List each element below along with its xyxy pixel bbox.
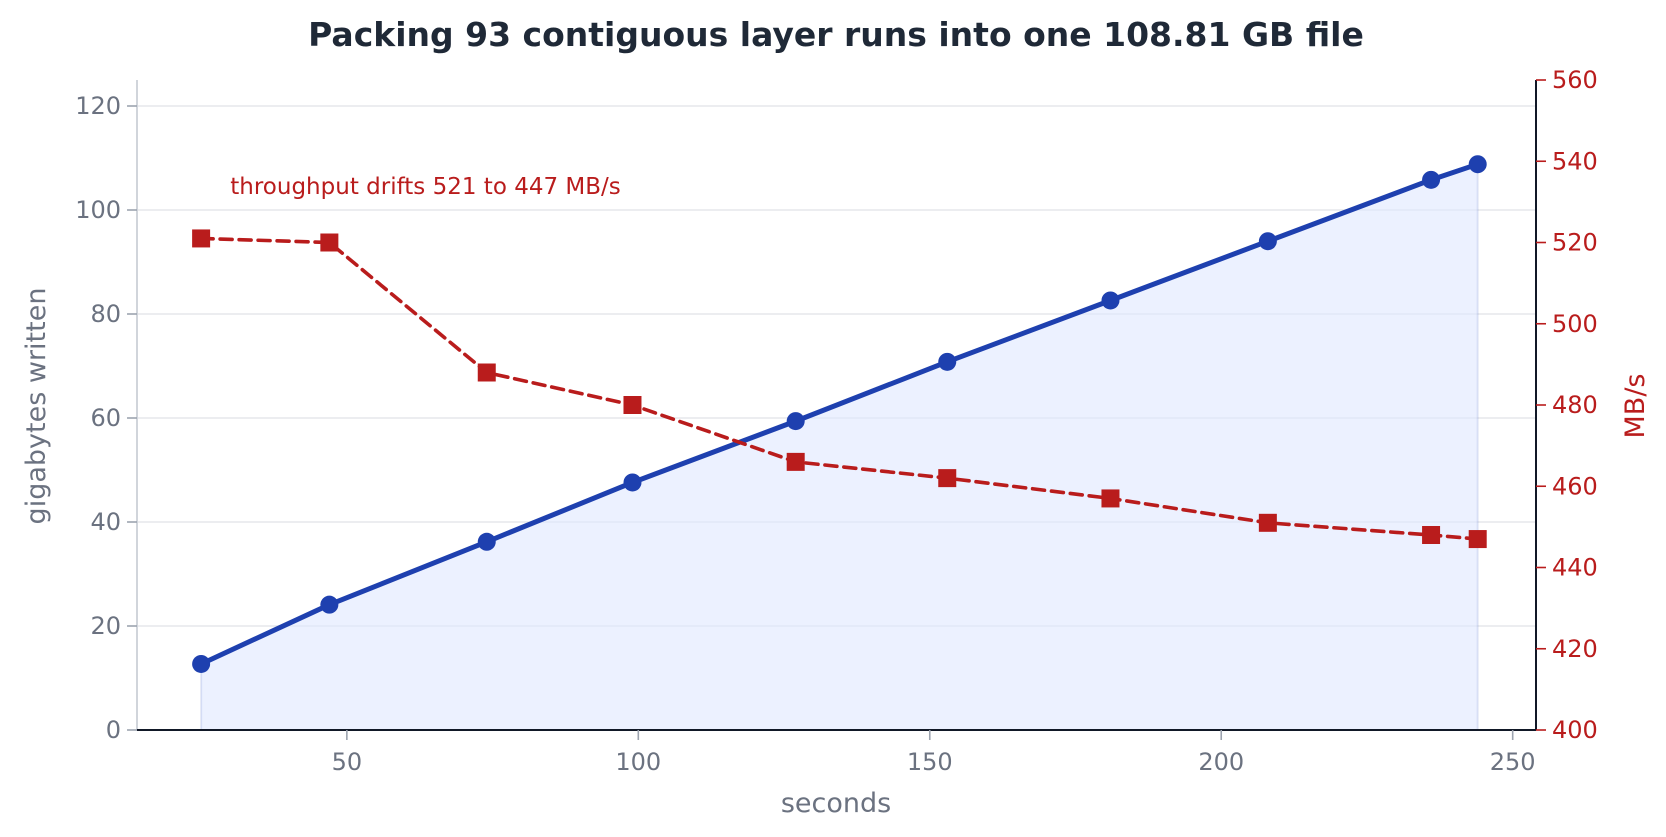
throughput-line [199,236,1480,541]
throughput-point-5 [938,469,957,488]
throughput-point-0 [192,229,211,248]
throughput-annotation: throughput drifts 521 to 447 MB/s [230,174,621,200]
x-tick-150: 150 [907,748,953,776]
throughput-point-4 [786,452,805,471]
gigabytes-point-7 [1258,232,1277,251]
chart-title: Packing 93 contiguous layer runs into on… [308,15,1364,54]
throughput-point-7 [1258,513,1277,532]
throughput-point-1 [320,233,339,252]
x-tick-200: 200 [1198,748,1244,776]
y-left-tick-0: 0 [106,716,121,744]
y-left-tick-40: 40 [90,508,121,536]
gigabytes-point-1 [320,595,339,614]
y-right-tick-480: 480 [1552,391,1598,419]
gigabytes-line [198,161,1481,667]
throughput-point-9 [1468,530,1487,549]
tick-labels: 0 20 40 60 80 100 120 50 100 150 200 250 400 420 440 46… [75,66,1598,776]
x-tick-100: 100 [615,748,661,776]
cumulative-area [200,162,1479,731]
y-left-axis-label: gigabytes written [21,288,52,525]
y-left-tick-60: 60 [90,404,121,432]
y-right-axis-label: MB/s [1620,374,1651,439]
throughput-point-6 [1101,489,1120,508]
y-left-tick-100: 100 [75,196,121,224]
gigabytes-point-8 [1422,170,1441,189]
y-left-tick-80: 80 [90,300,121,328]
throughput-point-3 [623,396,642,414]
series-lines [198,161,1481,667]
gigabytes-point-2 [477,532,496,551]
x-tick-250: 250 [1490,748,1536,776]
y-left-tick-20: 20 [90,612,121,640]
y-right-tick-400: 400 [1552,716,1598,744]
gigabytes-point-5 [938,352,957,371]
gigabytes-point-0 [192,654,211,673]
y-left-tick-120: 120 [75,92,121,120]
throughput-point-2 [477,363,496,382]
y-right-tick-540: 540 [1552,147,1598,175]
series-markers [192,155,1487,673]
gigabytes-point-4 [786,412,805,431]
y-right-tick-560: 560 [1552,66,1598,94]
gigabytes-area [200,162,1479,731]
axes [127,79,1546,740]
x-tick-50: 50 [332,748,363,776]
throughput-point-8 [1422,526,1441,544]
y-right-tick-440: 440 [1552,554,1598,582]
y-right-tick-460: 460 [1552,472,1598,500]
y-right-tick-520: 520 [1552,229,1598,257]
gigabytes-point-9 [1468,155,1487,174]
x-axis-label: seconds [781,788,891,819]
gigabytes-point-6 [1101,291,1120,310]
y-right-tick-500: 500 [1552,310,1598,338]
gigabytes-point-3 [623,473,642,492]
y-right-tick-420: 420 [1552,635,1598,663]
